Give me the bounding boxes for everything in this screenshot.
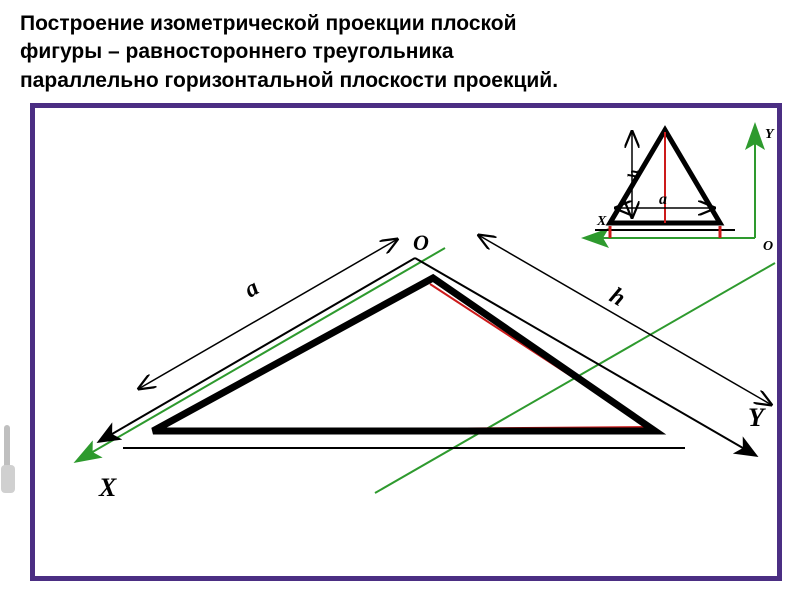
inset-a-label: a — [659, 191, 667, 208]
X-label: X — [98, 473, 117, 502]
axis-OY — [415, 258, 755, 455]
inset-diagram: a h X Y O — [585, 126, 775, 254]
inset-O-label: O — [763, 239, 773, 254]
inset-X-label: X — [596, 214, 607, 229]
O-label: O — [413, 230, 429, 255]
axis-OX — [100, 258, 415, 441]
title-line3: параллельно горизонтальной плоскости про… — [20, 69, 558, 92]
main-diagram: a h O X Y — [77, 230, 775, 502]
dim-a-label: a — [240, 275, 263, 304]
dim-h-label: h — [605, 283, 630, 312]
diagram-frame: a h X Y O a h — [30, 103, 782, 581]
title-line1: Построение изометрической проекции плоск… — [20, 12, 517, 35]
Y-label: Y — [748, 403, 766, 432]
title-line2: фигуры – равностороннего треугольника — [20, 40, 454, 63]
pointer-hand-icon — [0, 420, 22, 500]
diagram-svg: a h X Y O a h — [35, 108, 785, 576]
inset-h-label: h — [626, 170, 642, 178]
inset-Y-label: Y — [765, 127, 775, 142]
